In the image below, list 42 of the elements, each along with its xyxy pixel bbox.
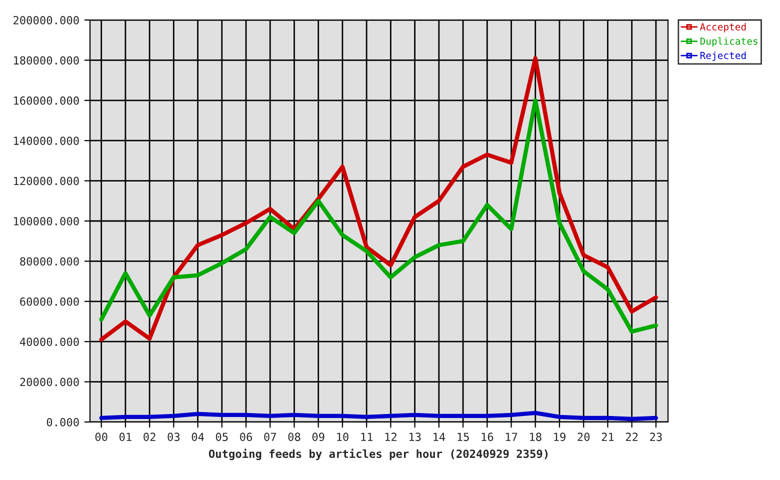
y-tick-label: 100000.000 — [14, 217, 79, 226]
y-tick-label: 160000.000 — [14, 96, 79, 105]
x-tick-label: 21 — [602, 432, 614, 441]
y-tick-label: 60000.000 — [20, 297, 79, 306]
x-tick-label: 06 — [240, 432, 252, 442]
legend-label: Accepted — [700, 22, 746, 32]
x-tick-label: 12 — [385, 432, 396, 441]
legend-label: Rejected — [700, 52, 746, 62]
y-tick-label: 0.000 — [46, 418, 79, 426]
x-tick-label: 15 — [458, 432, 469, 442]
line-series — [99, 98, 658, 334]
x-tick-label: 23 — [650, 432, 662, 442]
line-series — [99, 56, 658, 342]
x-tick-label: 20 — [578, 432, 590, 442]
y-tick-label: 40000.000 — [20, 338, 79, 346]
x-tick-label: 05 — [216, 432, 228, 442]
y-tick-label: 140000.000 — [14, 136, 79, 146]
line-series — [99, 410, 658, 422]
x-tick-label: 13 — [409, 432, 421, 442]
x-tick-label: 07 — [264, 432, 276, 442]
x-tick-label: 09 — [312, 432, 324, 442]
y-tick-label: 200000.000 — [14, 16, 79, 24]
x-tick-label: 10 — [337, 432, 348, 442]
x-tick-label: 08 — [288, 432, 300, 442]
x-tick-label: 14 — [434, 432, 446, 441]
x-tick-label: 02 — [144, 432, 156, 442]
legend-label: Duplicates — [700, 37, 758, 47]
y-tick-label: 80000.000 — [20, 257, 79, 266]
x-tick-label: 19 — [554, 432, 566, 442]
x-tick-label: 03 — [168, 432, 180, 442]
x-tick-label: 04 — [192, 432, 204, 442]
x-tick-label: 16 — [482, 432, 494, 442]
y-tick-label: 180000.000 — [14, 56, 79, 65]
x-tick-label: 01 — [119, 432, 132, 442]
x-tick-label: 18 — [530, 432, 542, 442]
x-axis-title: Outgoing feeds by articles per hour (20240929 2359) — [208, 448, 548, 460]
x-tick-label: 11 — [361, 432, 373, 441]
x-tick-label: 00 — [95, 432, 108, 442]
x-tick-label: 22 — [626, 432, 638, 441]
y-tick-label: 120000.000 — [14, 176, 79, 186]
y-tick-label: 20000.000 — [20, 378, 79, 386]
x-tick-label: 17 — [506, 432, 518, 441]
